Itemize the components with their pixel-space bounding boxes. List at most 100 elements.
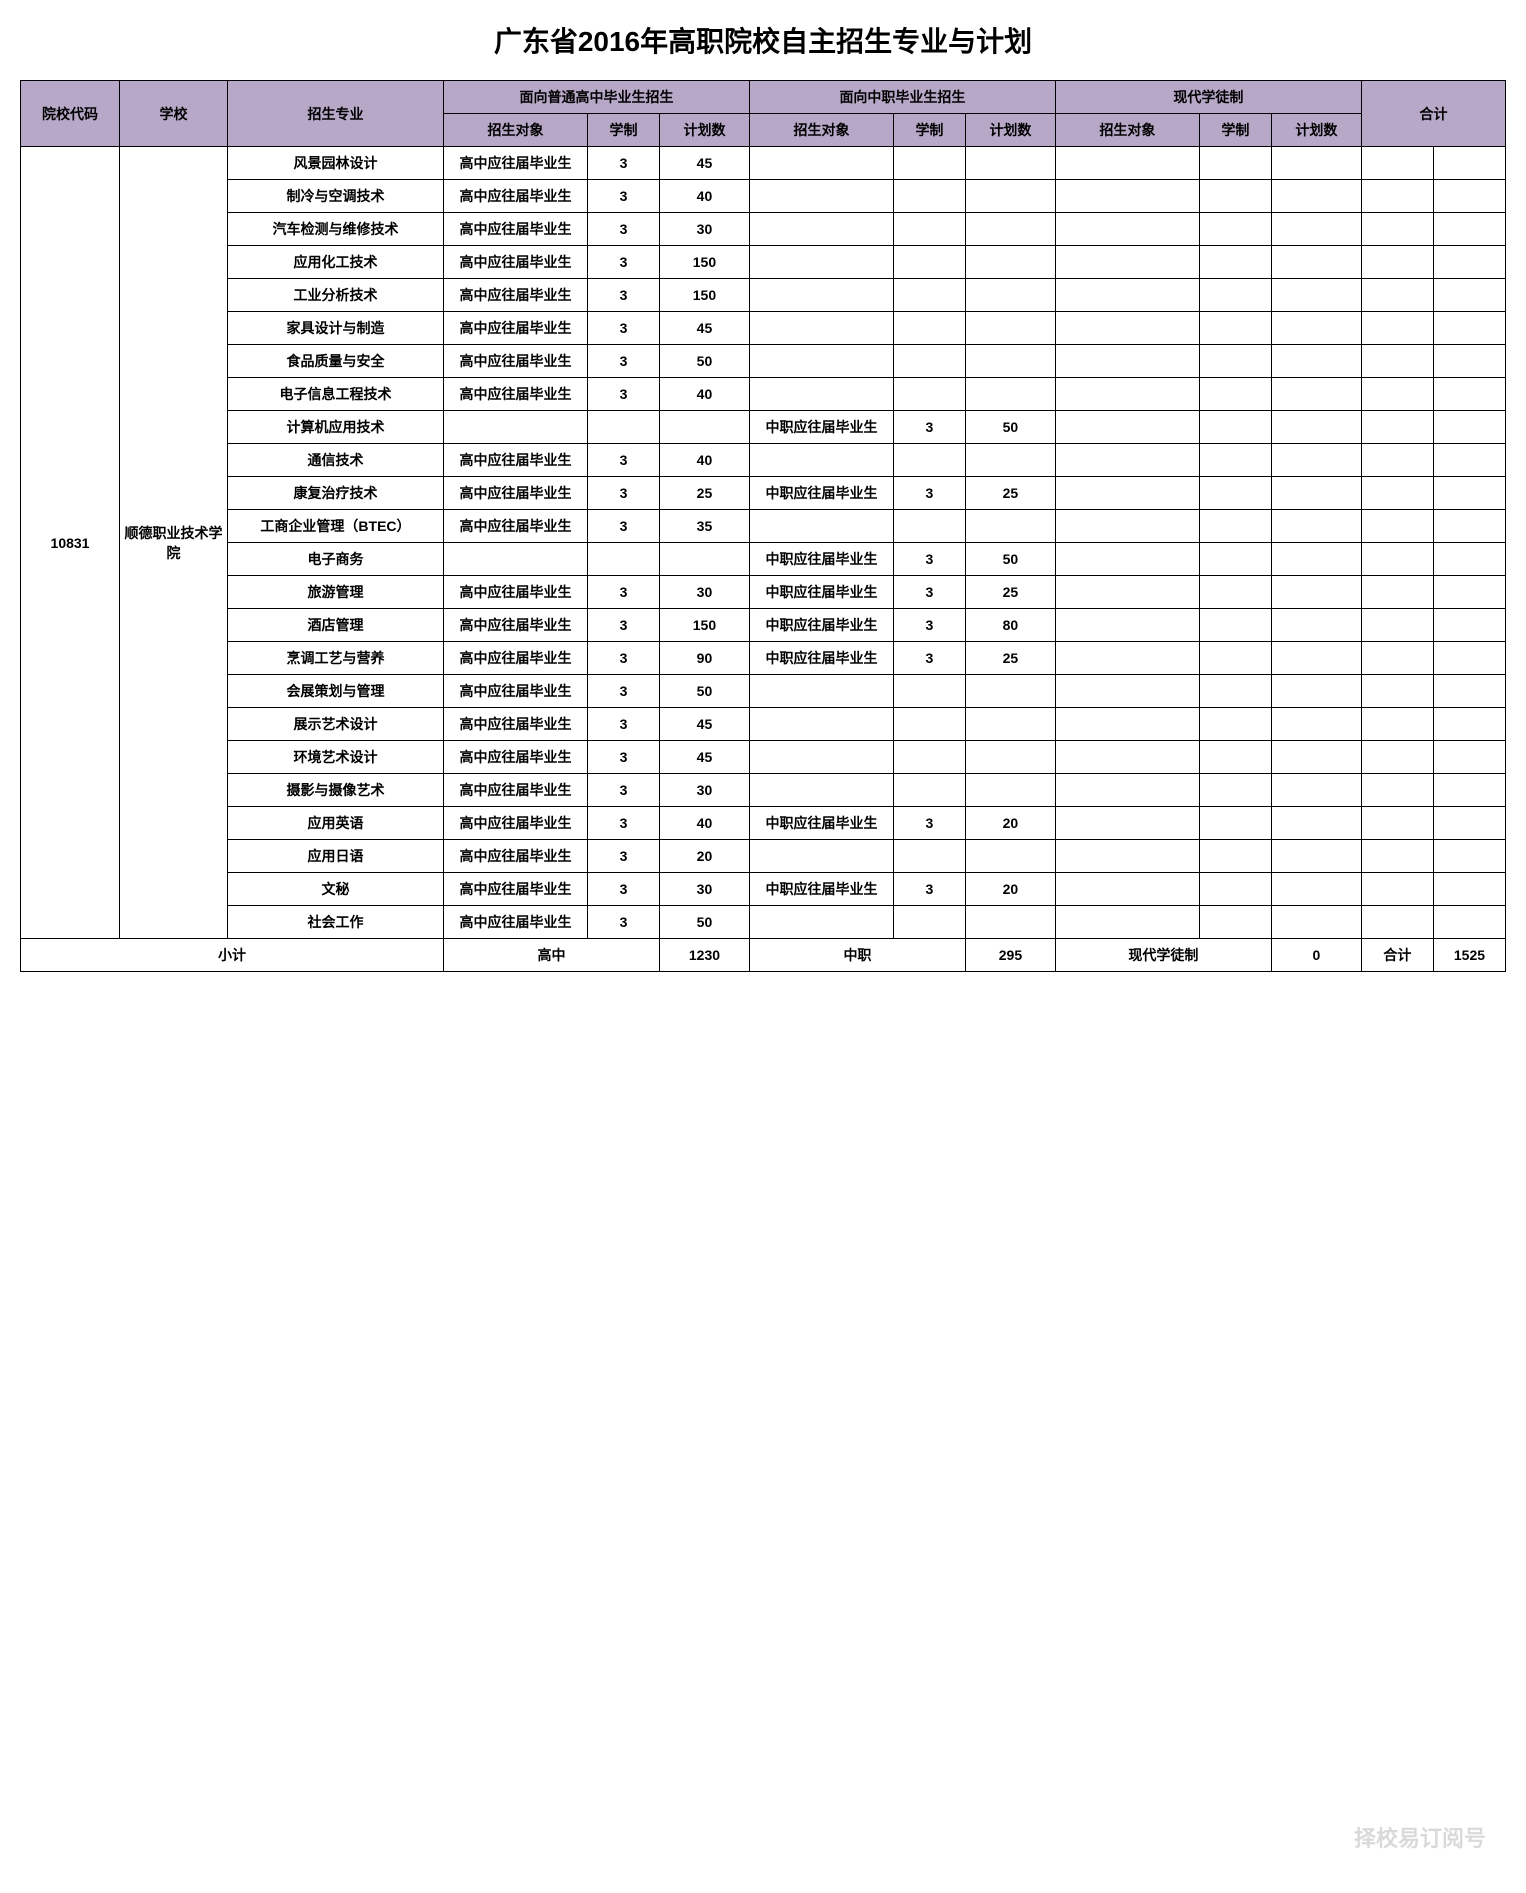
cell-app-plan — [1271, 477, 1361, 510]
cell-app-target — [1055, 411, 1199, 444]
table-row: 酒店管理高中应往届毕业生3150中职应往届毕业生380 — [21, 609, 1506, 642]
cell-hs-target — [443, 543, 587, 576]
th-group-apprentice: 现代学徒制 — [1055, 81, 1361, 114]
cell-voc-target — [749, 345, 893, 378]
cell-hs-target: 高中应往届毕业生 — [443, 774, 587, 807]
table-row: 会展策划与管理高中应往届毕业生350 — [21, 675, 1506, 708]
cell-hs-dur: 3 — [587, 576, 659, 609]
cell-hs-dur: 3 — [587, 708, 659, 741]
cell-app-target — [1055, 312, 1199, 345]
cell-major: 环境艺术设计 — [227, 741, 443, 774]
cell-voc-dur — [893, 906, 965, 939]
cell-voc-target — [749, 675, 893, 708]
cell-hs-plan: 150 — [659, 279, 749, 312]
cell-voc-plan — [965, 840, 1055, 873]
table-row: 环境艺术设计高中应往届毕业生345 — [21, 741, 1506, 774]
cell-voc-plan — [965, 312, 1055, 345]
cell-hs-dur: 3 — [587, 279, 659, 312]
table-row: 10831顺德职业技术学院风景园林设计高中应往届毕业生345 — [21, 147, 1506, 180]
th-sub-duration: 学制 — [587, 114, 659, 147]
cell-hs-target: 高中应往届毕业生 — [443, 906, 587, 939]
cell-hs-plan — [659, 411, 749, 444]
cell-total-b — [1433, 510, 1505, 543]
table-row: 摄影与摄像艺术高中应往届毕业生330 — [21, 774, 1506, 807]
footer-grand-total: 1525 — [1433, 939, 1505, 972]
cell-voc-target — [749, 510, 893, 543]
cell-voc-target — [749, 906, 893, 939]
cell-app-dur — [1199, 675, 1271, 708]
cell-hs-target: 高中应往届毕业生 — [443, 246, 587, 279]
footer-hs-label: 高中 — [443, 939, 659, 972]
cell-major: 酒店管理 — [227, 609, 443, 642]
cell-total-b — [1433, 213, 1505, 246]
cell-total-a — [1361, 279, 1433, 312]
cell-voc-dur — [893, 345, 965, 378]
cell-hs-target: 高中应往届毕业生 — [443, 576, 587, 609]
cell-total-a — [1361, 246, 1433, 279]
cell-app-plan — [1271, 279, 1361, 312]
table-row: 工商企业管理（BTEC）高中应往届毕业生335 — [21, 510, 1506, 543]
cell-hs-plan: 25 — [659, 477, 749, 510]
cell-app-plan — [1271, 609, 1361, 642]
cell-voc-plan: 25 — [965, 642, 1055, 675]
page-title: 广东省2016年高职院校自主招生专业与计划 — [20, 20, 1506, 60]
cell-hs-target: 高中应往届毕业生 — [443, 378, 587, 411]
table-row: 家具设计与制造高中应往届毕业生345 — [21, 312, 1506, 345]
cell-app-dur — [1199, 510, 1271, 543]
cell-voc-dur — [893, 774, 965, 807]
cell-total-b — [1433, 708, 1505, 741]
cell-total-a — [1361, 675, 1433, 708]
cell-voc-dur: 3 — [893, 477, 965, 510]
cell-major: 文秘 — [227, 873, 443, 906]
cell-hs-target: 高中应往届毕业生 — [443, 609, 587, 642]
cell-major: 康复治疗技术 — [227, 477, 443, 510]
th-sub-target: 招生对象 — [1055, 114, 1199, 147]
cell-app-target — [1055, 246, 1199, 279]
cell-total-b — [1433, 774, 1505, 807]
cell-voc-plan — [965, 147, 1055, 180]
cell-app-dur — [1199, 906, 1271, 939]
cell-voc-plan — [965, 675, 1055, 708]
cell-total-a — [1361, 378, 1433, 411]
table-row: 展示艺术设计高中应往届毕业生345 — [21, 708, 1506, 741]
cell-voc-plan — [965, 345, 1055, 378]
cell-app-dur — [1199, 378, 1271, 411]
cell-total-b — [1433, 477, 1505, 510]
watermark-text: 择校易订阅号 — [1354, 1821, 1486, 1853]
cell-total-b — [1433, 873, 1505, 906]
cell-voc-plan: 50 — [965, 411, 1055, 444]
cell-total-a — [1361, 576, 1433, 609]
cell-total-b — [1433, 741, 1505, 774]
cell-hs-plan: 40 — [659, 378, 749, 411]
cell-app-dur — [1199, 873, 1271, 906]
table-row: 应用日语高中应往届毕业生320 — [21, 840, 1506, 873]
cell-total-a — [1361, 147, 1433, 180]
cell-school-name: 顺德职业技术学院 — [120, 147, 228, 939]
cell-hs-dur: 3 — [587, 741, 659, 774]
cell-voc-dur — [893, 312, 965, 345]
cell-app-plan — [1271, 807, 1361, 840]
cell-app-dur — [1199, 213, 1271, 246]
cell-total-b — [1433, 246, 1505, 279]
cell-total-b — [1433, 609, 1505, 642]
cell-major: 工业分析技术 — [227, 279, 443, 312]
cell-voc-dur — [893, 378, 965, 411]
cell-major: 通信技术 — [227, 444, 443, 477]
cell-voc-target — [749, 312, 893, 345]
cell-app-plan — [1271, 576, 1361, 609]
cell-hs-plan: 40 — [659, 444, 749, 477]
cell-total-a — [1361, 444, 1433, 477]
cell-total-b — [1433, 642, 1505, 675]
cell-app-target — [1055, 576, 1199, 609]
cell-total-a — [1361, 642, 1433, 675]
cell-voc-plan — [965, 378, 1055, 411]
cell-hs-target — [443, 411, 587, 444]
cell-hs-target: 高中应往届毕业生 — [443, 213, 587, 246]
table-row: 烹调工艺与营养高中应往届毕业生390中职应往届毕业生325 — [21, 642, 1506, 675]
cell-voc-plan — [965, 180, 1055, 213]
cell-major: 应用化工技术 — [227, 246, 443, 279]
cell-app-dur — [1199, 840, 1271, 873]
cell-total-a — [1361, 477, 1433, 510]
cell-major: 制冷与空调技术 — [227, 180, 443, 213]
table-row: 应用英语高中应往届毕业生340中职应往届毕业生320 — [21, 807, 1506, 840]
